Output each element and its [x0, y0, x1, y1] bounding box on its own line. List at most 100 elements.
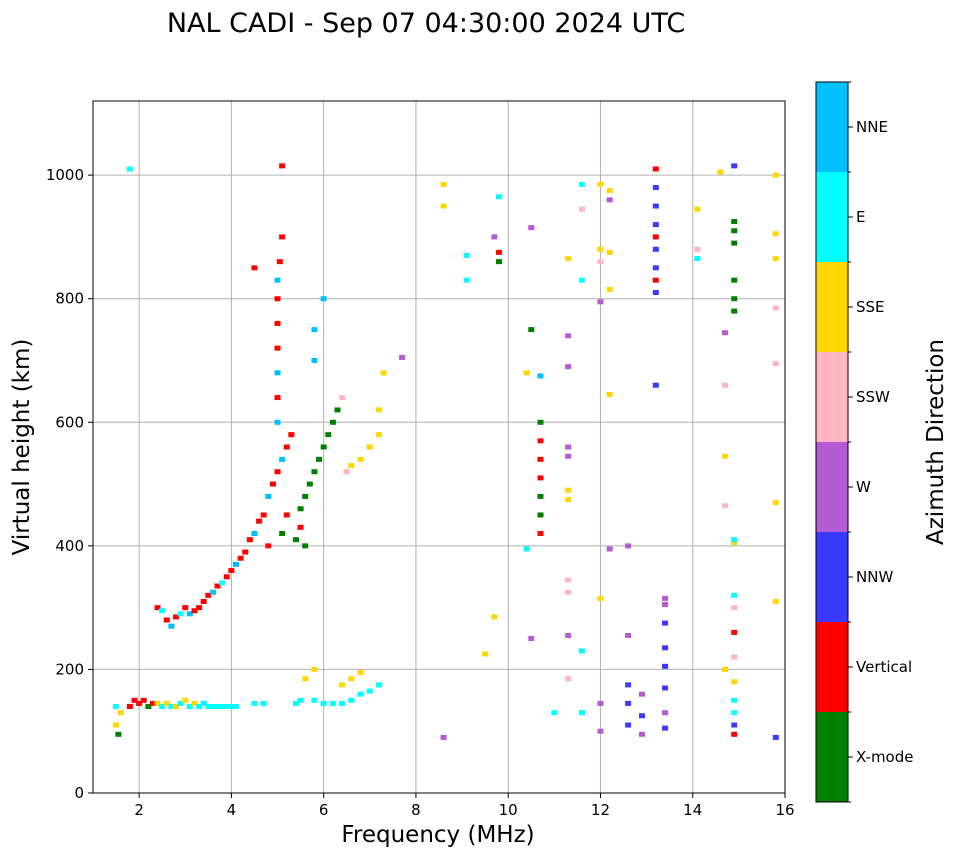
echo-point: [159, 608, 166, 614]
echo-point: [638, 713, 645, 719]
echo-point: [113, 704, 120, 709]
x-tick-label: 2: [134, 801, 144, 819]
echo-point: [731, 163, 738, 169]
echo-point: [297, 524, 304, 530]
echo-point: [311, 469, 318, 475]
echo-point: [219, 580, 226, 586]
echo-point: [376, 407, 383, 413]
echo-point: [772, 734, 779, 740]
echo-point: [731, 605, 738, 611]
echo-point: [173, 614, 180, 620]
echo-point: [196, 605, 203, 611]
echo-point: [274, 419, 281, 425]
echo-point: [233, 704, 240, 709]
echo-point: [731, 308, 738, 314]
colorbar-segment: [816, 82, 848, 172]
echo-point: [722, 382, 729, 388]
echo-point: [652, 203, 659, 209]
echo-point: [274, 395, 281, 401]
echo-point: [597, 246, 604, 252]
echo-point: [565, 632, 572, 638]
echo-point: [523, 546, 530, 552]
echo-point: [662, 663, 669, 669]
echo-point: [597, 595, 604, 601]
echo-point: [495, 259, 502, 265]
echo-point: [297, 697, 304, 703]
echo-point: [722, 330, 729, 336]
echo-point: [209, 589, 216, 595]
echo-point: [186, 704, 193, 709]
echo-point: [565, 487, 572, 493]
echo-point: [491, 234, 498, 240]
echo-point: [731, 540, 738, 546]
echo-point: [440, 181, 447, 187]
echo-point: [731, 722, 738, 728]
echo-point: [274, 277, 281, 283]
colorbar-tick-label: SSE: [856, 298, 885, 316]
echo-point: [731, 679, 738, 685]
echo-point: [283, 444, 290, 450]
echo-point: [219, 704, 226, 709]
colorbar-tick-label: NNE: [856, 118, 888, 136]
echo-point: [265, 493, 272, 499]
echo-point: [731, 697, 738, 703]
echo-point: [348, 697, 355, 703]
echo-point: [652, 246, 659, 252]
echo-point: [163, 700, 170, 706]
echo-point: [274, 296, 281, 302]
echo-point: [731, 592, 738, 598]
echo-point: [256, 518, 263, 524]
echo-point: [606, 546, 613, 552]
echo-point: [579, 710, 586, 716]
echo-point: [606, 188, 613, 194]
echo-point: [638, 691, 645, 697]
echo-point: [652, 234, 659, 240]
echo-point: [366, 444, 373, 450]
echo-point: [168, 623, 175, 629]
x-axis-ticks: 2 4 6 8 10 12 14 16: [134, 793, 795, 819]
echo-point: [625, 682, 632, 688]
echo-point: [186, 611, 193, 617]
echo-point: [357, 456, 364, 462]
echo-point: [440, 734, 447, 740]
x-tick-label: 14: [683, 801, 702, 819]
echo-point: [265, 543, 272, 549]
echo-point: [292, 537, 299, 543]
echo-point: [237, 555, 244, 561]
echo-point: [182, 605, 189, 611]
echo-point: [334, 407, 341, 413]
echo-point: [325, 432, 332, 438]
echo-point: [177, 700, 184, 706]
echo-point: [662, 685, 669, 691]
grid-lines: [93, 101, 785, 793]
echo-point: [302, 493, 309, 499]
echo-point: [339, 682, 346, 688]
echo-point: [772, 172, 779, 178]
echo-point: [380, 370, 387, 376]
echo-point: [126, 704, 133, 709]
echo-point: [251, 265, 258, 271]
echo-point: [565, 256, 572, 262]
colorbar-tick-label: NNW: [856, 568, 893, 586]
echo-point: [731, 654, 738, 660]
echo-point: [297, 506, 304, 512]
echo-point: [214, 583, 221, 589]
echo-point: [149, 700, 156, 706]
echo-point: [625, 632, 632, 638]
x-tick-label: 8: [411, 801, 421, 819]
echo-point: [652, 382, 659, 388]
echo-point: [772, 500, 779, 506]
x-tick-label: 12: [591, 801, 610, 819]
echo-point: [625, 722, 632, 728]
colorbar-segment: [816, 172, 848, 262]
echo-point: [223, 574, 230, 580]
echo-point: [565, 577, 572, 583]
echo-point: [565, 589, 572, 595]
echo-point: [311, 666, 318, 672]
colorbar-tick-label: SSW: [856, 388, 890, 406]
echo-point: [606, 197, 613, 203]
echo-point: [579, 206, 586, 212]
colorbar-label: Azimuth Direction: [923, 339, 949, 545]
colorbar: X-mode Vertical NNW W SSW SSE E NNE: [815, 81, 913, 803]
echo-point: [662, 725, 669, 731]
